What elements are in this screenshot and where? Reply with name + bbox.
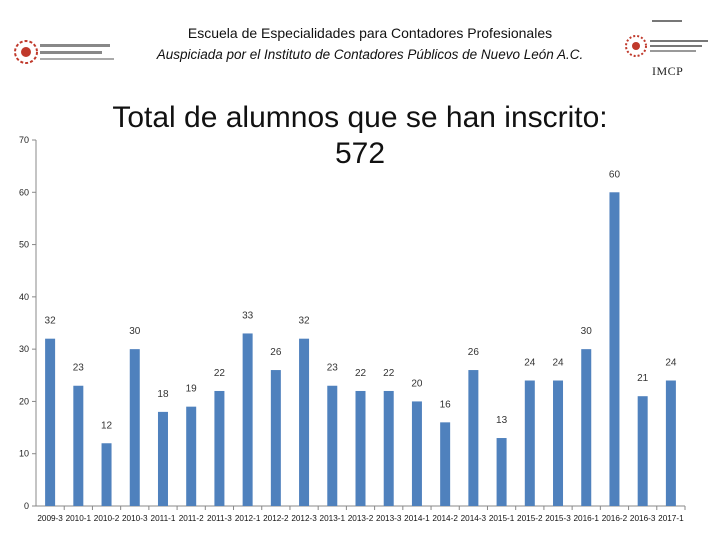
x-tick-label: 2009-3	[37, 514, 63, 523]
bar	[327, 385, 338, 506]
bar	[553, 380, 564, 506]
data-label: 33	[242, 310, 254, 321]
y-tick-label: 0	[24, 501, 29, 511]
data-label: 20	[411, 378, 423, 389]
bar	[383, 390, 394, 506]
imcp-logo: IMCP	[622, 20, 712, 78]
data-label: 22	[355, 368, 367, 379]
imcp-emblem-icon	[625, 20, 708, 57]
data-label: 22	[383, 368, 395, 379]
bar	[496, 438, 507, 506]
y-tick-label: 40	[19, 292, 29, 302]
x-tick-label: 2016-1	[573, 514, 599, 523]
bar	[355, 390, 366, 506]
bar	[186, 406, 197, 506]
y-tick-label: 20	[19, 396, 29, 406]
x-tick-label: 2013-1	[320, 514, 346, 523]
chart-title-total: 572	[334, 137, 386, 170]
bar	[411, 401, 422, 506]
x-tick-label: 2012-3	[291, 514, 317, 523]
x-tick-label: 2017-1	[658, 514, 684, 523]
bar	[101, 443, 112, 506]
bar	[270, 370, 281, 506]
bar	[609, 192, 620, 507]
x-tick-label: 2011-3	[207, 514, 232, 523]
x-tick-label: 2014-2	[432, 514, 458, 523]
x-tick-label: 2010-1	[66, 514, 92, 523]
x-tick-label: 2012-2	[263, 514, 289, 523]
x-tick-label: 2016-2	[602, 514, 628, 523]
data-label: 16	[440, 399, 452, 410]
institution-subtitle: Auspiciada por el Instituto de Contadore…	[156, 47, 584, 62]
x-tick-label: 2015-2	[517, 514, 543, 523]
data-label: 26	[468, 347, 480, 358]
data-label: 24	[524, 358, 536, 369]
x-tick-label: 2014-3	[461, 514, 487, 523]
bar	[242, 333, 253, 506]
data-label: 21	[637, 373, 649, 384]
data-label: 60	[609, 169, 621, 180]
bar	[214, 390, 225, 506]
bar	[665, 380, 676, 506]
bar	[157, 411, 168, 506]
x-tick-label: 2013-2	[348, 514, 374, 523]
y-tick-label: 50	[19, 240, 29, 250]
bar	[45, 338, 56, 506]
bar	[524, 380, 535, 506]
x-tick-label: 2012-1	[235, 514, 261, 523]
data-label: 24	[665, 358, 677, 369]
x-tick-label: 2010-2	[94, 514, 120, 523]
data-label: 26	[270, 347, 282, 358]
data-label: 13	[496, 415, 508, 426]
x-tick-label: 2016-3	[630, 514, 656, 523]
data-label: 12	[101, 420, 113, 431]
x-tick-label: 2015-3	[545, 514, 571, 523]
imcp-logo-text: IMCP	[652, 64, 684, 78]
data-label: 19	[186, 384, 198, 395]
data-label: 18	[157, 389, 169, 400]
y-tick-label: 10	[19, 449, 29, 459]
school-logo	[14, 40, 114, 64]
x-tick-label: 2011-2	[179, 514, 204, 523]
bar	[299, 338, 310, 506]
institution-name: Escuela de Especialidades para Contadore…	[187, 25, 553, 41]
data-label: 22	[214, 368, 226, 379]
data-label: 23	[73, 363, 85, 374]
bar	[637, 396, 648, 506]
y-tick-label: 30	[19, 344, 29, 354]
bar	[581, 349, 592, 506]
x-tick-label: 2011-1	[151, 514, 176, 523]
y-tick-label: 60	[19, 187, 29, 197]
data-label: 23	[327, 363, 339, 374]
chart-title-text: Total de alumnos que se han inscrito:	[112, 101, 608, 134]
chart-title: Total de alumnos que se han inscrito: 57…	[0, 100, 720, 172]
x-tick-label: 2010-3	[122, 514, 148, 523]
x-tick-label: 2015-1	[489, 514, 515, 523]
data-label: 32	[299, 316, 311, 327]
bar	[468, 370, 479, 506]
bar	[440, 422, 451, 506]
data-label: 30	[581, 326, 593, 337]
y-tick-label: 70	[19, 135, 29, 145]
x-tick-label: 2013-3	[376, 514, 402, 523]
bar	[73, 385, 84, 506]
data-label: 32	[45, 316, 57, 327]
data-label: 30	[129, 326, 141, 337]
data-label: 24	[552, 358, 564, 369]
x-tick-label: 2014-1	[404, 514, 430, 523]
header: Escuela de Especialidades para Contadore…	[0, 0, 720, 90]
bar	[129, 349, 140, 506]
